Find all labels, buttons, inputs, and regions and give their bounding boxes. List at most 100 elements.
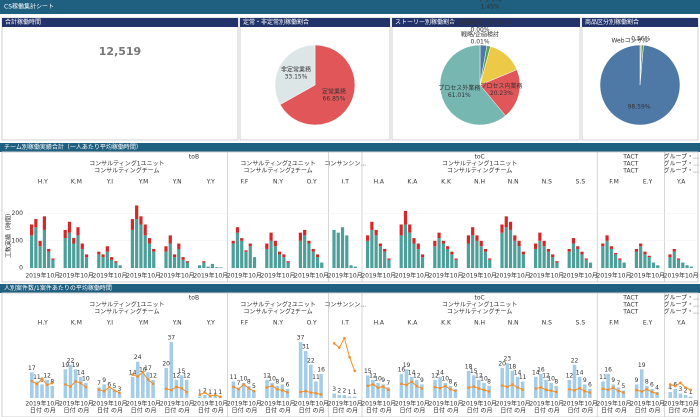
avg-point xyxy=(198,393,202,397)
avg-point xyxy=(304,389,308,393)
x-axis-title: 日付 の月 xyxy=(601,407,627,415)
case-label: 5 xyxy=(112,383,116,390)
bar-segment xyxy=(215,267,219,268)
bar-segment xyxy=(471,235,475,268)
bar-segment xyxy=(130,219,134,230)
bar-segment xyxy=(265,243,269,249)
case-bar xyxy=(135,361,140,398)
case-label: 10 xyxy=(268,375,276,382)
member-name: K.M xyxy=(71,320,82,327)
bar-segment xyxy=(508,221,513,230)
case-bar xyxy=(352,396,357,398)
bar-segment xyxy=(97,251,101,255)
bar-segment xyxy=(80,248,84,268)
bar-segment xyxy=(353,266,357,268)
avg-point xyxy=(405,383,408,387)
case-label: 14 xyxy=(129,369,137,376)
case-label: 2 xyxy=(684,387,688,394)
avg-point xyxy=(146,378,150,381)
case-label: 9 xyxy=(280,377,284,384)
bar-segment xyxy=(269,232,273,241)
member-name: N.N xyxy=(508,320,519,327)
case-label: 14 xyxy=(77,369,85,376)
case-bar xyxy=(40,384,44,398)
bar-segment xyxy=(689,266,693,268)
case-label: 9 xyxy=(420,377,424,384)
case-label: 17 xyxy=(144,365,152,372)
case-label: 10 xyxy=(240,375,248,382)
avg-point xyxy=(454,389,457,393)
unit-label: グループ・... xyxy=(664,160,699,168)
case-bar xyxy=(606,373,610,398)
bar-segment xyxy=(47,248,51,252)
team-label: グループ・... xyxy=(664,308,699,316)
case-label: 1 xyxy=(353,389,357,396)
bar-segment xyxy=(206,266,210,268)
bar-segment xyxy=(479,240,483,247)
member-name: N.S xyxy=(542,320,552,327)
case-label: 14 xyxy=(436,369,444,376)
case-label: 11 xyxy=(519,374,527,381)
slice-label: 33.15% xyxy=(285,73,308,80)
x-tick-label: 2019年10月 xyxy=(395,272,430,280)
case-label: 2 xyxy=(343,387,347,394)
avg-point xyxy=(270,384,274,388)
bar-segment xyxy=(475,235,479,241)
case-label: 12 xyxy=(43,372,51,379)
x-axis-title: 日付 の月 xyxy=(399,407,425,415)
unit-label: コンサルティング2ユニット xyxy=(240,160,315,168)
bar-segment xyxy=(551,254,555,258)
case-bar xyxy=(213,396,217,398)
bar-segment xyxy=(521,254,525,268)
case-label: 5 xyxy=(252,383,256,390)
bar-segment xyxy=(634,248,638,252)
bar-segment xyxy=(240,240,244,268)
avg-point xyxy=(578,386,581,390)
avg-point xyxy=(689,388,692,392)
case-label: 8 xyxy=(247,378,251,385)
case-label: 3 xyxy=(332,386,336,393)
bar-segment xyxy=(139,224,143,268)
case-bar xyxy=(252,390,256,398)
case-bar xyxy=(231,381,236,398)
member-name: E.Y xyxy=(643,320,653,327)
bar-segment xyxy=(647,257,651,268)
bar-segment xyxy=(172,254,177,258)
bar-segment xyxy=(181,259,185,268)
bar-segment xyxy=(181,257,185,260)
avg-point xyxy=(69,385,72,388)
avg-point xyxy=(443,384,447,388)
bar-segment xyxy=(416,243,420,249)
x-axis-title: 日付 の月 xyxy=(30,407,56,415)
bar-segment xyxy=(475,240,479,268)
case-bar xyxy=(319,373,323,398)
x-tick-label: 2019年10月 xyxy=(93,272,128,280)
x-tick-label: 2019年10月 xyxy=(25,400,60,408)
bar-segment xyxy=(483,251,488,268)
avg-point xyxy=(366,384,370,388)
case-label: 9 xyxy=(635,377,639,384)
case-bar xyxy=(572,364,577,398)
bar-segment xyxy=(668,254,672,258)
x-tick-label: 2019年10月 xyxy=(328,400,363,408)
bar-segment xyxy=(164,251,168,268)
avg-point xyxy=(506,385,509,389)
bar-segment xyxy=(622,262,626,268)
case-label: 15 xyxy=(178,368,186,375)
avg-point xyxy=(319,393,323,396)
bar-segment xyxy=(387,259,391,268)
case-label: 14 xyxy=(532,369,540,376)
case-label: 11 xyxy=(599,374,607,381)
group-label: TACT xyxy=(622,154,638,161)
bar-segment xyxy=(378,246,382,268)
bar-segment xyxy=(244,250,248,252)
bar-segment xyxy=(676,259,681,268)
bar-segment xyxy=(441,240,445,244)
case-bar xyxy=(420,384,424,398)
case-label: 11 xyxy=(33,374,41,381)
case-bar xyxy=(683,394,688,398)
bar-segment xyxy=(164,246,168,252)
bar-segment xyxy=(576,248,580,268)
bar-segment xyxy=(172,257,177,268)
avg-point xyxy=(64,383,67,386)
